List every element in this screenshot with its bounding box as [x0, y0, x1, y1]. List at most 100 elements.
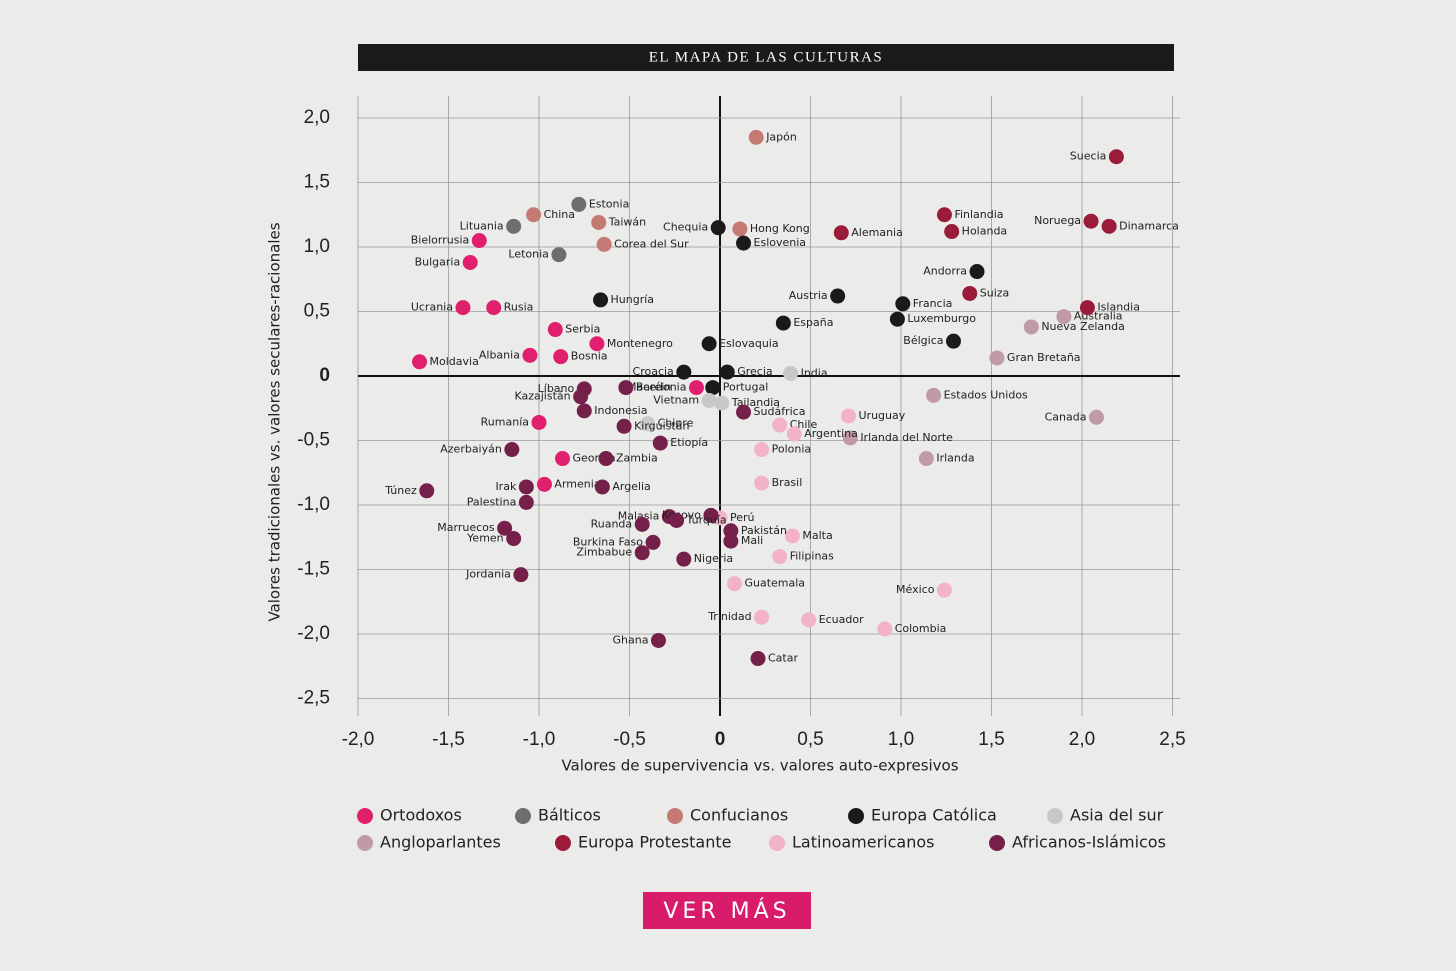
y-tick-label: 2,0 — [304, 107, 330, 128]
point-label: Eslovenia — [754, 236, 807, 249]
data-point — [594, 479, 610, 495]
data-point — [486, 300, 502, 316]
point-label: Colombia — [895, 622, 947, 635]
button-label[interactable]: VER MÁS — [663, 898, 790, 924]
point-label: Uruguay — [859, 409, 906, 422]
data-point — [736, 404, 752, 420]
point-label: Serbia — [565, 323, 600, 336]
y-tick-label: 1,0 — [304, 236, 330, 257]
point-label: Croacia — [633, 365, 674, 378]
y-axis-label: Valores tradicionales vs. valores secula… — [266, 222, 284, 621]
point-label: España — [793, 316, 833, 329]
data-point — [634, 545, 650, 561]
data-point — [945, 333, 961, 349]
data-point — [936, 582, 952, 598]
point-label: Trinidad — [707, 610, 751, 623]
data-point — [589, 336, 605, 352]
point-label: Argentina — [804, 427, 858, 440]
data-point — [513, 567, 529, 583]
point-label: Malasia — [618, 510, 660, 523]
point-label: Irlanda del Norte — [860, 431, 953, 444]
point-label: Alemania — [851, 226, 903, 239]
point-label: Polonia — [772, 443, 812, 456]
point-label: Holanda — [962, 225, 1008, 238]
point-label: Líbano — [538, 382, 575, 395]
point-label: Ecuador — [819, 613, 864, 626]
point-label: Zimbabue — [576, 546, 632, 559]
data-point — [732, 221, 748, 237]
point-label: Letonia — [508, 248, 549, 261]
point-label: Bélgica — [903, 334, 943, 347]
data-point — [710, 220, 726, 236]
data-point — [944, 224, 960, 240]
y-tick-label: -2,5 — [297, 688, 330, 709]
data-point — [1079, 300, 1095, 316]
data-point — [754, 442, 770, 458]
x-tick-label: 1,0 — [888, 729, 914, 750]
data-point — [889, 311, 905, 327]
data-point — [576, 403, 592, 419]
point-label: Dinamarca — [1119, 219, 1179, 232]
legend-label: Africanos-Islámicos — [1012, 833, 1166, 852]
point-label: Turquía — [686, 513, 727, 526]
point-label: Marruecos — [437, 521, 495, 534]
point-label: Irlanda — [936, 452, 974, 465]
x-tick-label: -2,0 — [342, 729, 375, 750]
legend-label: Ortodoxos — [380, 806, 462, 825]
point-label: Lituania — [460, 219, 504, 232]
x-tick-label: 0,5 — [797, 729, 823, 750]
data-point — [506, 531, 522, 547]
point-label: Bosnia — [571, 350, 608, 363]
point-label: Macedonia — [627, 381, 687, 394]
data-point — [703, 507, 719, 523]
data-point — [531, 414, 547, 430]
legend-label: Angloparlantes — [380, 833, 501, 852]
data-point — [877, 621, 893, 637]
y-tick-label: -2,0 — [297, 623, 330, 644]
data-point — [801, 612, 817, 628]
legend-swatch — [667, 808, 683, 824]
legend: Ortodoxos Bálticos Confucianos Europa Catól… — [357, 806, 1166, 852]
x-tick-label: -0,5 — [613, 729, 646, 750]
point-label: Pakistán — [741, 524, 787, 537]
data-point — [833, 225, 849, 241]
x-tick-label: 1,5 — [978, 729, 1004, 750]
point-label: Moldavia — [430, 355, 479, 368]
chart-title: EL MAPA DE LAS CULTURAS — [649, 49, 884, 65]
y-tick-label: 1,5 — [304, 172, 330, 193]
data-point — [522, 347, 538, 363]
data-point — [412, 354, 428, 370]
legend-swatch — [555, 835, 571, 851]
y-tick-label: -0,5 — [297, 430, 330, 451]
plot: -2,0 -1,5 -1,0 -0,5 0 0,5 1,0 1,5 2,0 2,5 2,0 1,5 1,… — [297, 96, 1186, 750]
data-point — [842, 430, 858, 446]
data-point — [723, 523, 739, 539]
data-point — [596, 236, 612, 252]
data-point — [598, 451, 614, 467]
point-label: Etiopía — [670, 436, 708, 449]
ver-mas-button[interactable] — [643, 892, 811, 929]
data-point — [650, 632, 666, 648]
point-label: Burkina Faso — [573, 535, 643, 548]
point-label: Kirguistán — [634, 419, 689, 432]
data-point — [1083, 213, 1099, 229]
data-point — [936, 207, 952, 223]
point-label: Sudáfrica — [754, 405, 806, 418]
point-label: Andorra — [923, 265, 967, 278]
data-point — [419, 483, 435, 499]
data-point — [969, 264, 985, 280]
data-point — [676, 551, 692, 567]
point-label: Azerbaiyán — [440, 443, 502, 456]
legend-label: Confucianos — [690, 806, 788, 825]
point-label: Montenegro — [607, 337, 673, 350]
point-label: Canada — [1045, 410, 1087, 423]
data-point — [555, 451, 571, 467]
data-point — [506, 218, 522, 234]
point-label: Malta — [802, 529, 832, 542]
data-point — [775, 315, 791, 331]
point-label: Estados Unidos — [944, 388, 1028, 401]
data-point — [772, 549, 788, 565]
point-label: Albania — [479, 348, 520, 361]
point-label: Vietnam — [653, 394, 699, 407]
